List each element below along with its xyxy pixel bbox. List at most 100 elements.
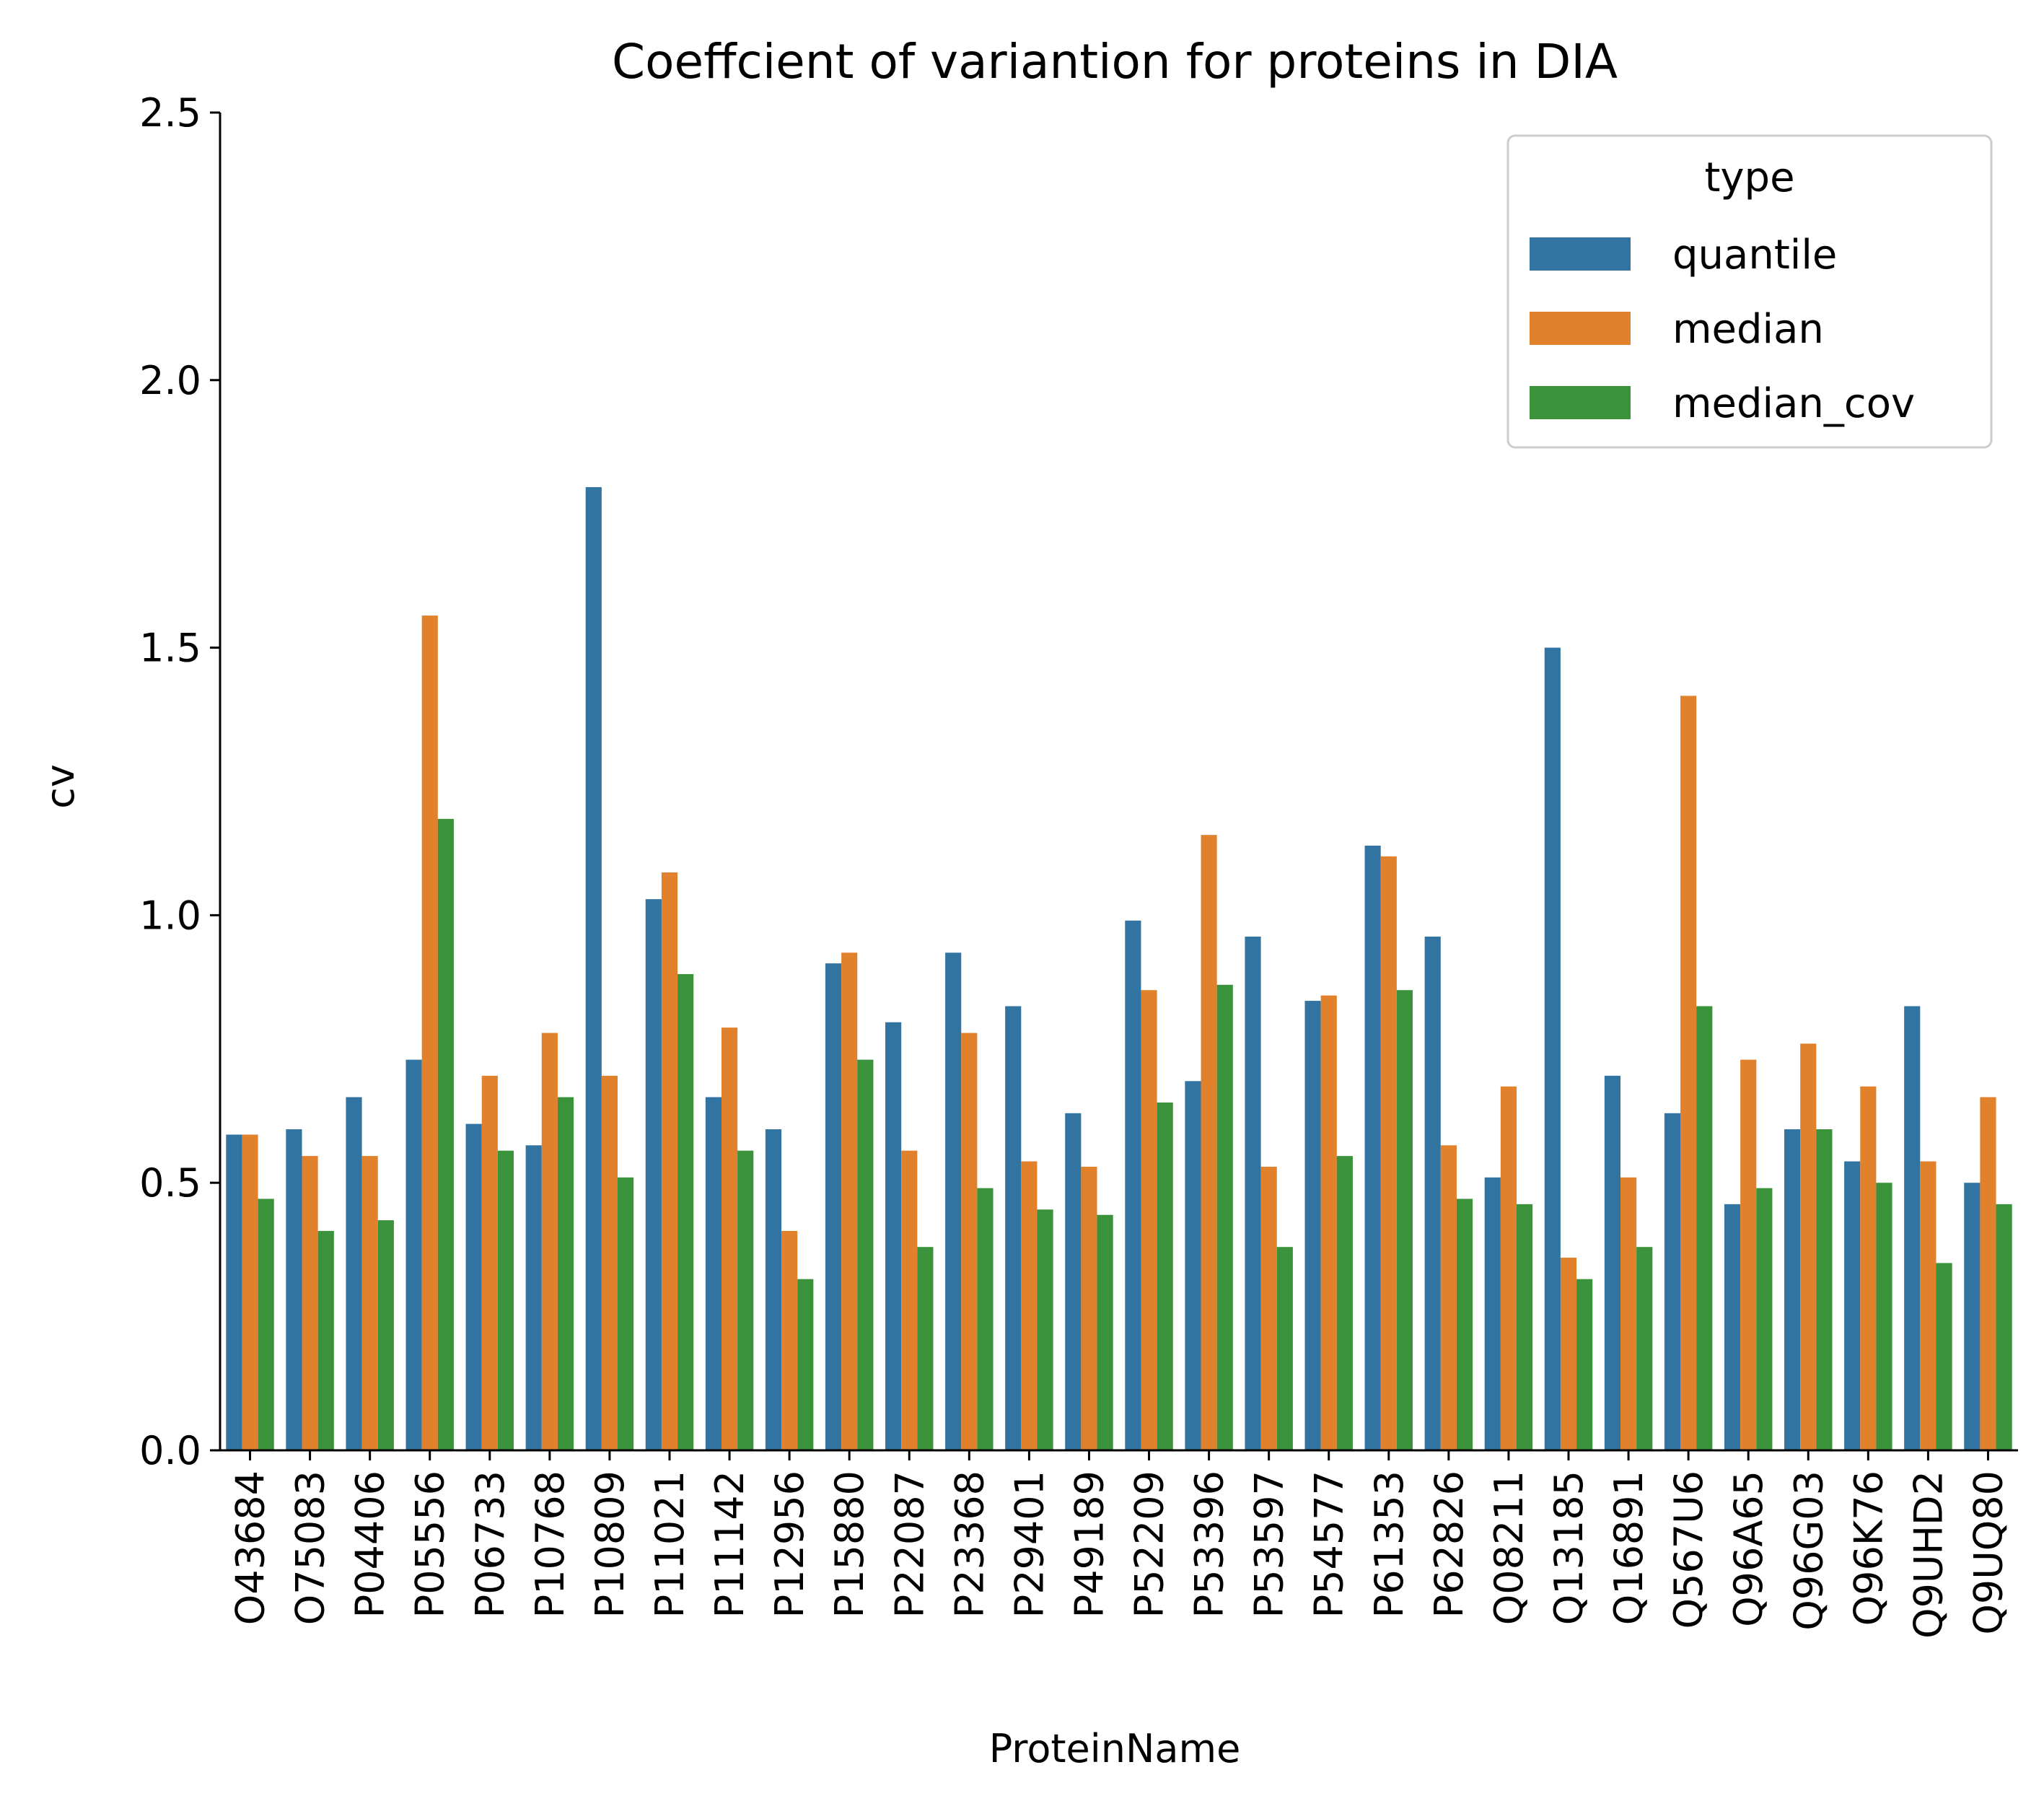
bars-layer (226, 487, 2012, 1450)
bar-median-Q96K76 (1860, 1086, 1877, 1450)
bar-median_cov-Q13185 (1576, 1279, 1593, 1450)
bar-median-O75083 (302, 1156, 318, 1450)
bar-quantile-P62826 (1424, 937, 1441, 1450)
bar-median-P22087 (901, 1150, 918, 1450)
bar-quantile-P23368 (945, 952, 962, 1450)
legend-title: type (1704, 154, 1794, 201)
legend-label-median: median (1672, 306, 1824, 353)
bar-median_cov-P04406 (377, 1220, 394, 1450)
bar-quantile-P06733 (465, 1123, 482, 1450)
bar-quantile-P61353 (1364, 845, 1381, 1450)
bar-median_cov-P10768 (557, 1097, 574, 1450)
x-tick-label-Q567U6: Q567U6 (1666, 1471, 1711, 1629)
bar-median_cov-P15880 (857, 1059, 874, 1450)
x-axis-label: ProteinName (989, 1726, 1241, 1771)
bar-median_cov-P52209 (1157, 1102, 1173, 1450)
bar-median-P15880 (841, 952, 858, 1450)
x-tick-label-Q96G03: Q96G03 (1786, 1471, 1831, 1631)
bar-median_cov-Q08211 (1517, 1204, 1533, 1450)
bar-median-P10768 (541, 1033, 558, 1450)
bar-median_cov-Q9UQ80 (1996, 1204, 2012, 1450)
x-tick-label-O75083: O75083 (288, 1471, 333, 1625)
bar-median-P04406 (361, 1156, 378, 1450)
bar-median-Q9UQ80 (1980, 1097, 1996, 1450)
bar-median_cov-O43684 (258, 1199, 274, 1450)
bar-median-P11021 (661, 872, 678, 1450)
x-tick-label-P15880: P15880 (827, 1471, 872, 1618)
bar-quantile-P54577 (1304, 1001, 1321, 1450)
x-tick-label-P10809: P10809 (587, 1471, 633, 1618)
bar-quantile-Q96A65 (1724, 1204, 1741, 1450)
bar-median_cov-P61353 (1396, 990, 1413, 1450)
x-tick-label-P62826: P62826 (1426, 1471, 1472, 1618)
bar-median-Q13185 (1560, 1258, 1577, 1450)
x-tick-label-P22087: P22087 (887, 1471, 932, 1618)
legend-frame (1506, 134, 1993, 449)
x-tick-label-P05556: P05556 (408, 1471, 453, 1618)
bar-median-P52209 (1141, 990, 1157, 1450)
x-tick-label-Q9UHD2: Q9UHD2 (1905, 1471, 1951, 1639)
bar-median-P10809 (601, 1075, 618, 1450)
bar-median_cov-P06733 (497, 1150, 514, 1450)
y-axis-label: cv (38, 764, 83, 809)
x-tick-label-Q13185: Q13185 (1546, 1471, 1592, 1625)
bar-median-P62826 (1440, 1145, 1457, 1450)
bar-quantile-Q9UQ80 (1964, 1183, 1981, 1450)
x-tick-label-P29401: P29401 (1006, 1471, 1052, 1618)
bar-median_cov-P53396 (1216, 984, 1233, 1450)
bar-median-Q96A65 (1740, 1059, 1757, 1450)
bar-median-P53597 (1260, 1166, 1277, 1450)
bar-quantile-P53597 (1245, 937, 1261, 1450)
y-tick-label: 2.5 (139, 90, 201, 136)
x-tick-label-Q96A65: Q96A65 (1726, 1471, 1771, 1627)
bar-median-Q567U6 (1680, 696, 1697, 1450)
legend-label-quantile: quantile (1672, 232, 1837, 279)
x-tick-label-P11142: P11142 (707, 1471, 753, 1618)
x-tick-label-P12956: P12956 (767, 1471, 812, 1618)
bar-quantile-Q13185 (1544, 647, 1561, 1450)
x-tick-label-Q96K76: Q96K76 (1846, 1471, 1891, 1626)
y-tick-label: 2.0 (139, 358, 201, 403)
x-tick-label-P11021: P11021 (647, 1471, 693, 1618)
legend-swatch-median_cov (1530, 386, 1631, 419)
x-tick-label-P53396: P53396 (1187, 1471, 1232, 1618)
x-tick-label-P52209: P52209 (1127, 1471, 1172, 1618)
bar-median_cov-P11142 (737, 1150, 754, 1450)
bar-median-P23368 (961, 1033, 978, 1450)
bar-median-P29401 (1021, 1161, 1038, 1450)
bar-quantile-Q567U6 (1664, 1113, 1681, 1450)
bar-quantile-P29401 (1005, 1006, 1022, 1450)
bar-median_cov-Q9UHD2 (1936, 1263, 1952, 1450)
legend-swatch-median (1530, 312, 1631, 345)
bar-median-Q16891 (1620, 1177, 1637, 1450)
bar-median_cov-P62826 (1456, 1199, 1473, 1450)
bar-quantile-P52209 (1125, 920, 1141, 1450)
x-axis: O43684 O75083 P04406 P05556 P06733 P10768 P108… (220, 1449, 2018, 1639)
x-tick-label-O43684: O43684 (228, 1471, 273, 1625)
y-tick-label: 0.5 (139, 1160, 201, 1206)
bar-median_cov-Q96K76 (1876, 1183, 1892, 1450)
bar-median_cov-Q567U6 (1696, 1006, 1713, 1450)
bar-quantile-P10768 (525, 1145, 542, 1450)
bar-quantile-Q96K76 (1844, 1161, 1861, 1450)
bar-quantile-P49189 (1065, 1113, 1082, 1450)
bar-quantile-P12956 (765, 1129, 782, 1450)
bar-median_cov-O75083 (317, 1230, 334, 1450)
bar-quantile-O75083 (286, 1129, 302, 1450)
x-tick-label-Q9UQ80: Q9UQ80 (1965, 1471, 2011, 1635)
x-tick-label-Q08211: Q08211 (1486, 1471, 1532, 1625)
bar-median_cov-Q96A65 (1756, 1188, 1773, 1450)
bar-quantile-P11142 (705, 1097, 721, 1450)
bar-median_cov-P29401 (1037, 1209, 1053, 1450)
legend: type quantile median median_cov (1506, 134, 1993, 449)
bar-median-O43684 (242, 1134, 258, 1450)
bar-quantile-Q9UHD2 (1904, 1006, 1921, 1450)
x-tick-label-P61353: P61353 (1367, 1471, 1412, 1618)
y-tick-label: 0.0 (139, 1428, 201, 1473)
bar-median-P12956 (781, 1230, 798, 1450)
x-tick-label-P06733: P06733 (468, 1471, 513, 1618)
bar-quantile-Q08211 (1484, 1177, 1501, 1450)
bar-median-P53396 (1201, 835, 1217, 1450)
bar-median_cov-Q96G03 (1816, 1129, 1833, 1450)
